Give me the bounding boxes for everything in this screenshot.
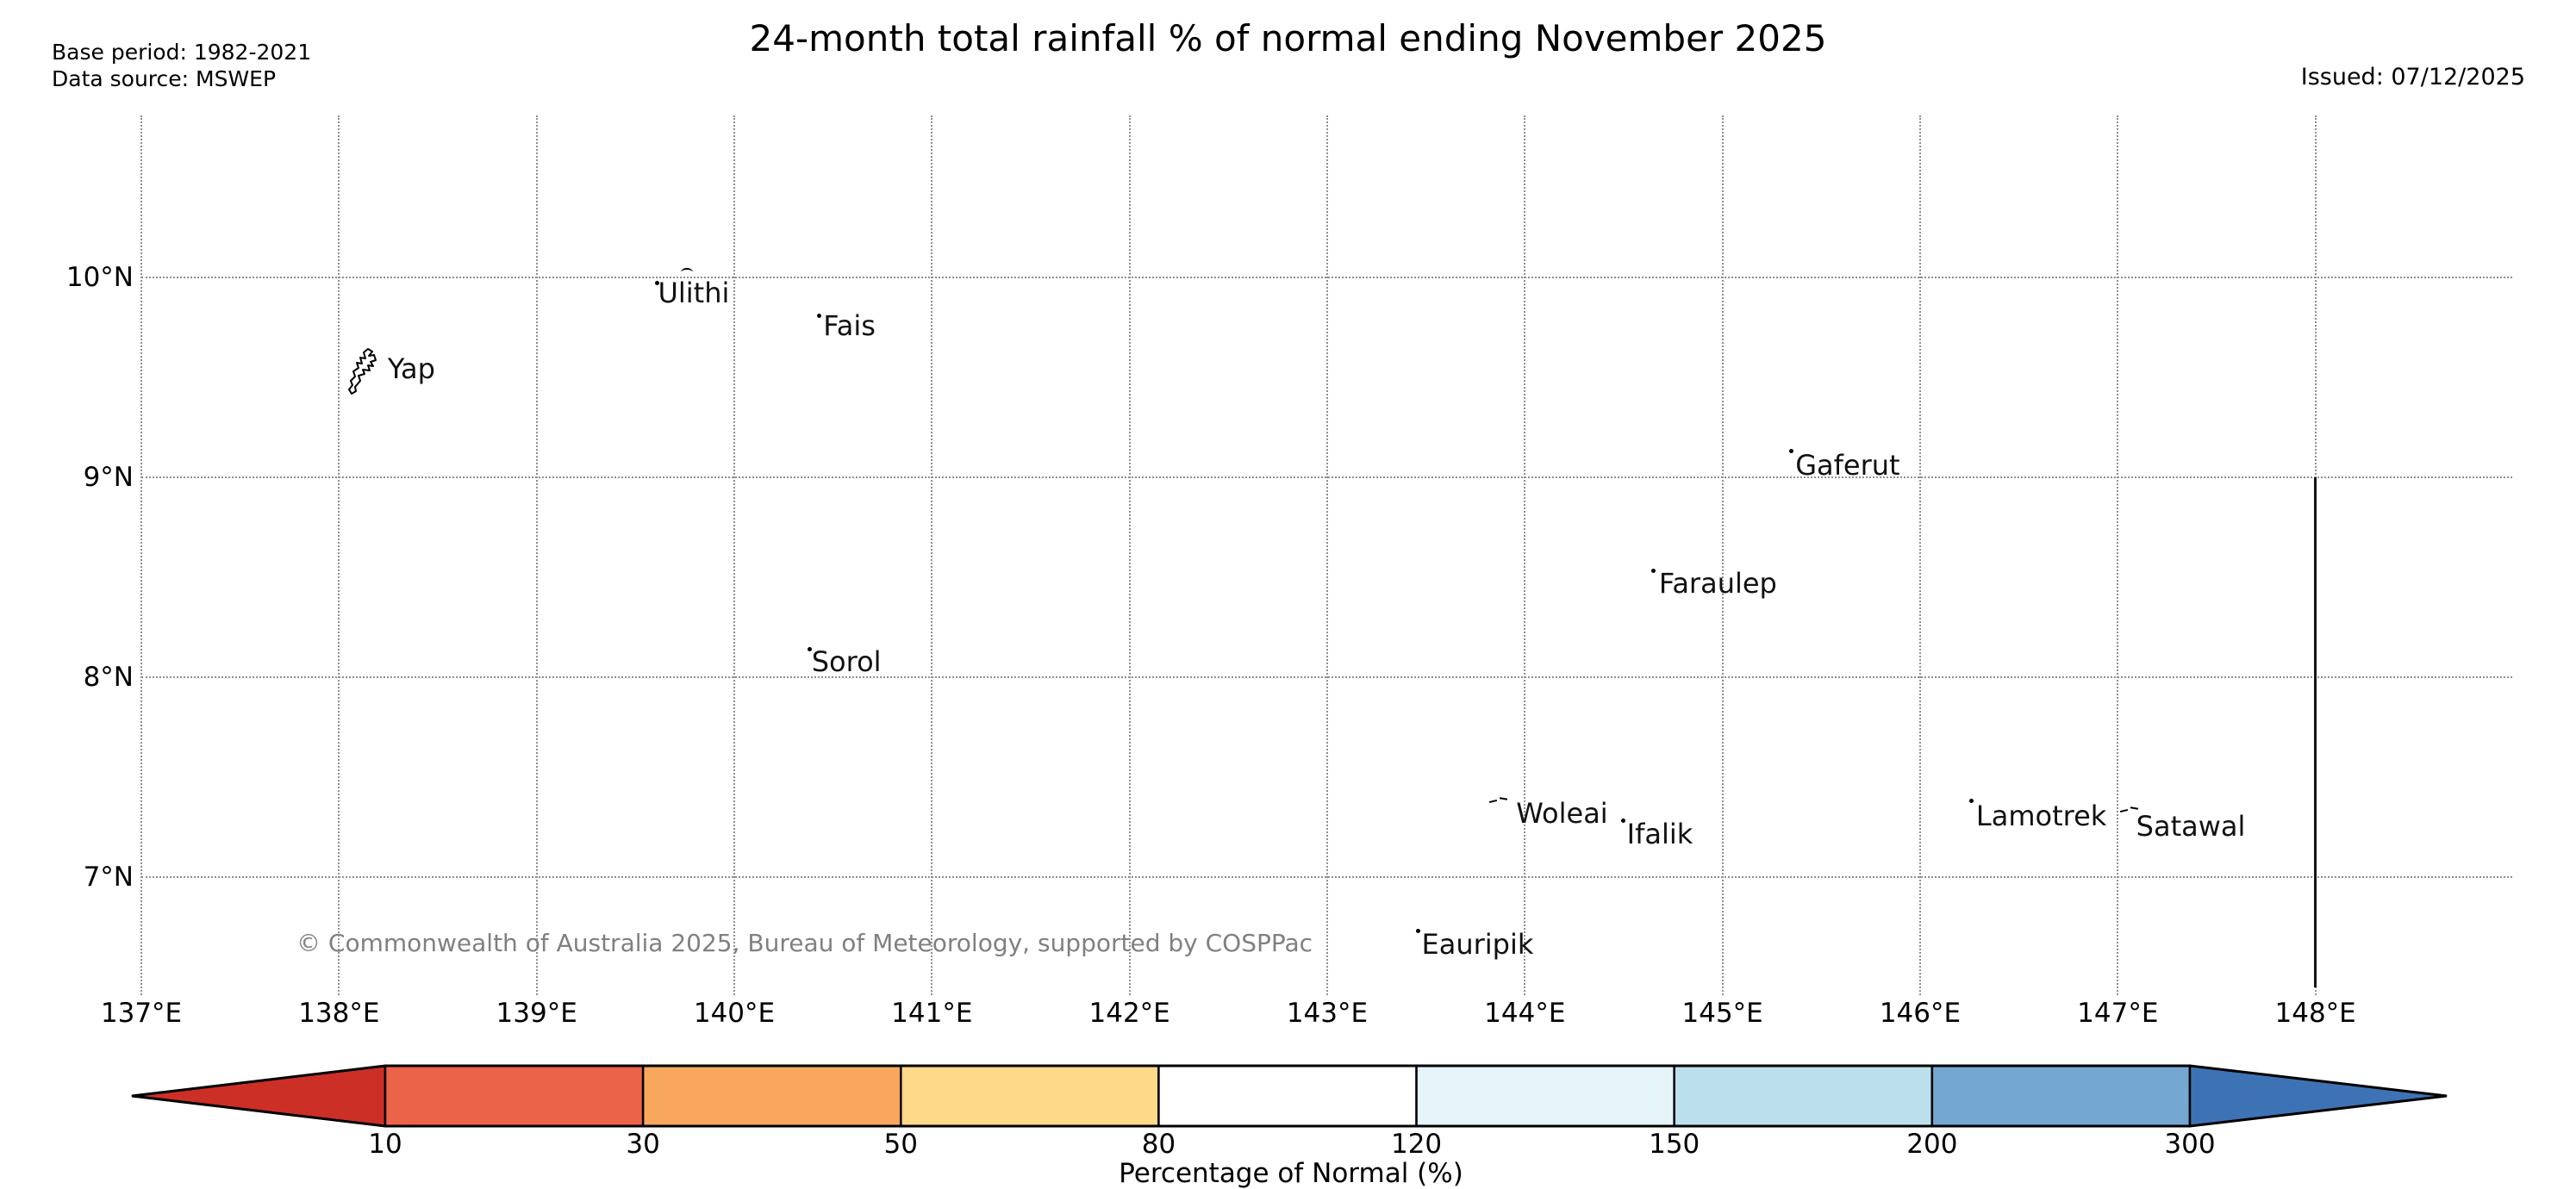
gridline-horizontal xyxy=(141,276,2512,278)
gridline-horizontal xyxy=(141,875,2512,878)
gridline-vertical xyxy=(2117,115,2119,995)
gridline-vertical xyxy=(1128,115,1131,995)
colorbar-segment xyxy=(384,1064,645,1128)
colorbar-tick-label: 150 xyxy=(1649,1129,1700,1160)
x-tick-label: 148°E xyxy=(2274,998,2356,1029)
island-label-lamotrek: Lamotrek xyxy=(1975,799,2107,832)
colorbar-outline xyxy=(131,1064,2448,1128)
x-tick-label: 138°E xyxy=(298,998,380,1029)
colorbar-title: Percentage of Normal (%) xyxy=(1119,1158,1463,1189)
copyright-notice: © Commonwealth of Australia 2025, Bureau… xyxy=(296,929,1313,957)
x-tick-label: 145°E xyxy=(1681,998,1763,1029)
colorbar-below-arrow xyxy=(131,1064,387,1128)
island-label-yap: Yap xyxy=(387,352,435,385)
gridline-horizontal xyxy=(141,675,2512,678)
x-tick-label: 147°E xyxy=(2077,998,2159,1029)
colorbar-tick-label: 300 xyxy=(2164,1129,2215,1160)
island-label-fais: Fais xyxy=(823,309,876,342)
gridline-vertical xyxy=(733,115,735,995)
island-marker-woleai xyxy=(1500,796,1508,800)
colorbar-tick-label: 120 xyxy=(1391,1129,1442,1160)
x-tick-label: 143°E xyxy=(1286,998,1369,1029)
colorbar: 10 30 50 80 120 150 200 300 Percentage of Normal… xyxy=(131,1064,2448,1189)
island-marker-lamotrek xyxy=(1969,799,1974,804)
gridline-vertical xyxy=(931,115,933,995)
x-tick-label: 137°E xyxy=(100,998,183,1029)
x-tick-label: 142°E xyxy=(1088,998,1170,1029)
island-marker-ifalik xyxy=(1621,819,1626,824)
island-label-satawal: Satawal xyxy=(2136,810,2246,844)
gridline-vertical xyxy=(1325,115,1328,995)
island-marker-islet xyxy=(655,281,660,286)
island-marker-ulithi xyxy=(680,267,693,277)
colorbar-tick-label: 10 xyxy=(368,1129,402,1160)
colorbar-segment xyxy=(641,1064,902,1128)
island-marker-faraulep xyxy=(1650,569,1656,574)
gridline-vertical xyxy=(1721,115,1724,995)
island-label-eauripik: Eauripik xyxy=(1421,927,1534,961)
x-tick-label: 140°E xyxy=(693,998,776,1029)
island-marker-sorol xyxy=(807,646,812,651)
island-marker-fais xyxy=(817,313,822,318)
island-label-ulithi: Ulithi xyxy=(658,276,730,309)
x-tick-label: 144°E xyxy=(1484,998,1566,1029)
gridline-vertical xyxy=(140,115,142,995)
gridline-vertical xyxy=(1524,115,1526,995)
figure-title: 24-month total rainfall % of normal endi… xyxy=(749,17,1827,59)
island-marker-gaferut xyxy=(1789,449,1794,454)
island-label-ifalik: Ifalik xyxy=(1626,817,1693,850)
island-marker-eauripik xyxy=(1415,929,1420,934)
colorbar-tick-label: 80 xyxy=(1142,1129,1176,1160)
colorbar-above-arrow xyxy=(2188,1064,2448,1128)
island-label-gaferut: Gaferut xyxy=(1795,448,1900,482)
figure-meta: Base period: 1982-2021 Data source: MSWE… xyxy=(52,40,311,92)
colorbar-segment xyxy=(1157,1064,1418,1128)
y-tick-label: 7°N xyxy=(83,861,134,893)
gridline-horizontal xyxy=(141,476,2512,478)
colorbar-segment xyxy=(900,1064,1160,1128)
x-tick-label: 146°E xyxy=(1879,998,1962,1029)
colorbar-segment xyxy=(1673,1064,1934,1128)
x-tick-label: 139°E xyxy=(496,998,577,1029)
island-marker-woleai xyxy=(1489,799,1498,803)
data-source-label: Data source: MSWEP xyxy=(52,65,277,91)
colorbar-segment xyxy=(1930,1064,2192,1128)
colorbar-tick-label: 30 xyxy=(626,1129,659,1160)
island-marker-satawal xyxy=(2119,809,2129,813)
y-tick-label: 10°N xyxy=(65,261,134,293)
y-tick-label: 9°N xyxy=(83,461,134,493)
gridline-vertical xyxy=(535,115,538,995)
island-label-woleai: Woleai xyxy=(1516,796,1608,830)
base-period-label: Base period: 1982-2021 xyxy=(52,40,312,65)
x-tick-label: 141°E xyxy=(891,998,973,1029)
y-tick-label: 8°N xyxy=(83,661,134,693)
colorbar-tick-label: 50 xyxy=(884,1129,918,1160)
island-label-sorol: Sorol xyxy=(811,645,882,679)
island-marker-yap xyxy=(347,347,385,399)
issued-date-label: Issued: 07/12/2025 xyxy=(2300,64,2525,90)
gridline-vertical xyxy=(1918,115,1921,995)
gridline-vertical xyxy=(338,115,340,995)
island-label-faraulep: Faraulep xyxy=(1658,566,1777,600)
state-boundary-line xyxy=(2314,476,2317,987)
colorbar-segment xyxy=(1415,1064,1675,1128)
colorbar-tick-label: 200 xyxy=(1906,1129,1957,1160)
